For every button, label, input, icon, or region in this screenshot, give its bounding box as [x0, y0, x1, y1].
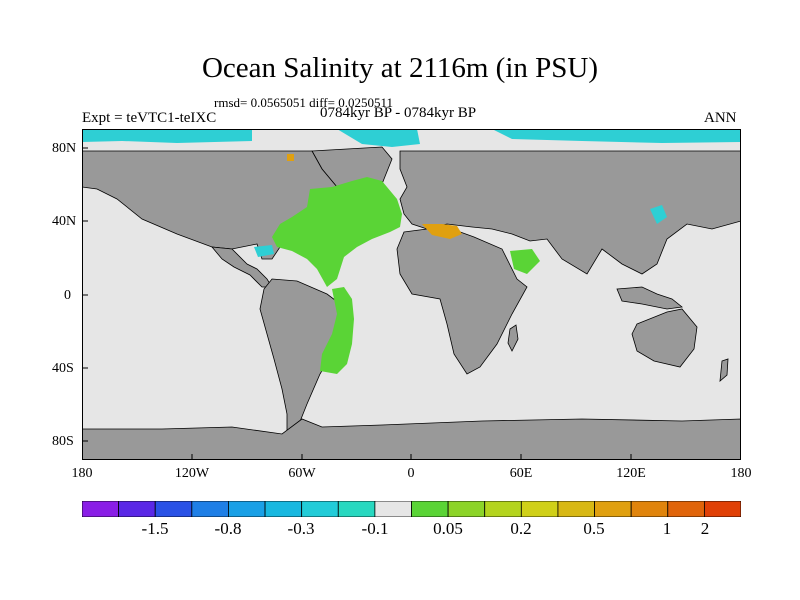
north-atlantic-positive	[272, 177, 402, 287]
colorbar-swatch	[447, 501, 486, 517]
japan-sea-negative	[650, 205, 667, 224]
australia	[631, 308, 698, 368]
x-tick-label: 120W	[174, 466, 210, 481]
colorbar	[82, 501, 741, 517]
colorbar-swatch	[557, 501, 595, 517]
eurasia	[399, 150, 741, 275]
arctic-west-negative	[82, 129, 252, 143]
colorbar-swatch	[154, 501, 193, 517]
colorbar-label: 2	[700, 519, 710, 538]
arctic-center-negative	[337, 129, 420, 147]
x-tick-label: 60E	[509, 466, 533, 481]
y-tick-label: 80S	[52, 434, 74, 449]
colorbar-swatch	[411, 501, 449, 517]
south-atlantic-positive	[320, 287, 354, 374]
map-title: Ocean Salinity at 2116m (in PSU)	[201, 52, 599, 84]
new-zealand	[719, 358, 729, 382]
x-tick-label: 180	[71, 466, 93, 481]
colorbar-swatch	[301, 501, 339, 517]
x-tick-label: 120E	[616, 466, 646, 481]
colorbar-swatch	[118, 501, 156, 517]
colorbar-swatch	[82, 501, 120, 517]
y-tick-label: 40S	[52, 361, 74, 376]
y-tick-label: 80N	[52, 141, 77, 156]
colorbar-swatch	[191, 501, 229, 517]
arctic-east-negative	[492, 129, 741, 143]
colorbar-swatch	[667, 501, 705, 517]
colorbar-swatch	[630, 501, 669, 517]
colorbar-swatch	[520, 501, 559, 517]
colorbar-swatch	[228, 501, 266, 517]
colorbar-boxes	[82, 501, 741, 517]
iceland-orange	[287, 154, 294, 161]
southeast-asia-islands	[616, 286, 683, 310]
colorbar-label: -1.5	[141, 519, 169, 538]
colorbar-label: 1	[662, 519, 672, 538]
colorbar-swatch	[337, 501, 376, 517]
colorbar-swatch	[703, 501, 741, 517]
africa	[396, 228, 528, 375]
experiment-label: Expt = teVTC1-teIXC	[82, 110, 217, 126]
mediterranean-orange	[422, 224, 462, 239]
time-period: 0784kyr BP - 0784kyr BP	[320, 105, 477, 121]
colorbar-label: 0.2	[510, 519, 532, 538]
negative-anomaly-regions	[82, 129, 741, 257]
statistics-line: rmsd= 0.0565051 diff= 0.0250511	[214, 95, 393, 110]
axis-ticks	[82, 147, 741, 460]
caribbean-negative	[254, 245, 274, 257]
y-tick-label: 0	[64, 288, 71, 303]
positive-anomaly-regions	[272, 177, 540, 374]
colorbar-label: -0.3	[287, 519, 315, 538]
antarctica	[82, 418, 741, 460]
madagascar	[507, 324, 519, 352]
red-sea-positive	[510, 249, 540, 274]
salinity-map	[82, 129, 741, 460]
colorbar-swatch	[594, 501, 632, 517]
season-label: ANN	[704, 110, 737, 126]
colorbar-label: 0.05	[433, 519, 463, 538]
x-tick-label: 60W	[288, 466, 316, 481]
x-tick-label: 180	[730, 466, 752, 481]
colorbar-swatch	[264, 501, 303, 517]
colorbar-swatch	[374, 501, 412, 517]
orange-anomaly-regions	[287, 154, 462, 239]
colorbar-label: -0.8	[214, 519, 242, 538]
colorbar-swatch	[484, 501, 522, 517]
colorbar-label: -0.1	[361, 519, 389, 538]
y-tick-label: 40N	[52, 214, 77, 229]
x-tick-label: 0	[407, 466, 415, 481]
colorbar-label: 0.5	[583, 519, 605, 538]
